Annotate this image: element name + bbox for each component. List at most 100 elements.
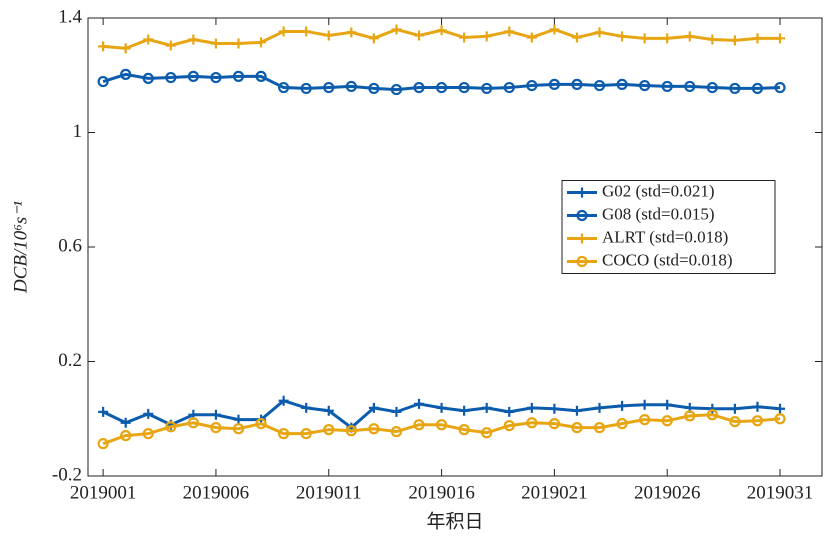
point (323, 81, 335, 94)
point (549, 24, 560, 35)
point (481, 31, 492, 42)
y-tick-label: 1.4 (58, 6, 82, 27)
legend-label: G02 (std=0.021) (602, 181, 715, 200)
point (233, 414, 244, 425)
point (97, 75, 109, 88)
point (232, 423, 245, 435)
point (593, 422, 606, 434)
point (548, 78, 560, 91)
point (481, 402, 492, 413)
point (752, 33, 763, 44)
legend-box (561, 180, 776, 274)
point (278, 26, 289, 37)
point (413, 81, 425, 94)
legend-label: ALRT (std=0.018) (602, 227, 728, 246)
point (576, 209, 588, 222)
point (120, 417, 131, 428)
point (413, 419, 425, 431)
point (707, 403, 718, 414)
point (300, 428, 312, 440)
point (594, 402, 605, 413)
point (775, 33, 786, 44)
point (639, 33, 650, 44)
point (301, 402, 312, 413)
point (368, 402, 379, 413)
point (301, 26, 312, 37)
point (577, 233, 587, 244)
point (210, 409, 221, 420)
point (98, 406, 109, 417)
point (548, 418, 560, 430)
x-tick-label: 2019021 (521, 482, 588, 503)
point (390, 426, 403, 438)
x-tick-label: 2019031 (747, 482, 814, 503)
point (165, 421, 177, 433)
series-line (102, 72, 781, 92)
point (187, 417, 199, 429)
point (120, 43, 131, 54)
point (594, 27, 605, 38)
point (210, 38, 221, 49)
point (577, 187, 587, 198)
point (526, 417, 538, 429)
point (278, 81, 290, 94)
point (662, 399, 673, 410)
point (774, 413, 786, 425)
y-tick-label: 0.2 (58, 350, 82, 371)
point (639, 399, 650, 410)
point (256, 37, 267, 48)
point (210, 422, 222, 434)
point (504, 406, 515, 417)
point (481, 82, 493, 95)
point (662, 33, 673, 44)
point (571, 422, 583, 434)
point (188, 34, 199, 45)
point (323, 405, 334, 416)
point (368, 423, 380, 435)
x-tick-label: 2019026 (634, 482, 701, 503)
point (661, 80, 673, 93)
point (323, 30, 334, 41)
point (526, 32, 537, 43)
legend-label: G08 (std=0.015) (602, 204, 715, 223)
point (255, 70, 267, 82)
y-tick-label: 0.6 (58, 235, 82, 256)
point (751, 82, 764, 95)
point (706, 409, 718, 421)
point (391, 24, 402, 35)
y-axis-label: DCB/10⁶s⁻¹ (10, 201, 31, 294)
point (120, 430, 132, 442)
point (345, 425, 357, 437)
x-tick-label: 2019011 (296, 482, 362, 503)
point (414, 30, 425, 41)
point (639, 79, 651, 92)
x-axis-label: 年积日 (426, 510, 483, 532)
x-tick-label: 2019016 (408, 482, 475, 503)
point (617, 31, 628, 42)
point (255, 418, 267, 430)
point (97, 438, 109, 450)
point (571, 32, 582, 43)
point (481, 427, 493, 439)
point (458, 424, 470, 436)
point (278, 395, 289, 406)
point (142, 428, 154, 440)
point (503, 420, 515, 432)
point (729, 416, 741, 428)
point (187, 70, 199, 82)
point (706, 81, 718, 94)
point (232, 70, 245, 82)
point (504, 26, 515, 37)
point (617, 400, 628, 411)
point (571, 78, 583, 91)
point (346, 27, 357, 38)
point (684, 80, 696, 93)
point (278, 428, 290, 440)
x-tick-label: 2019001 (70, 482, 137, 503)
point (752, 401, 763, 412)
point (233, 38, 244, 49)
point (436, 25, 447, 36)
x-tick-label: 2019006 (183, 482, 250, 503)
series-line (102, 413, 781, 446)
